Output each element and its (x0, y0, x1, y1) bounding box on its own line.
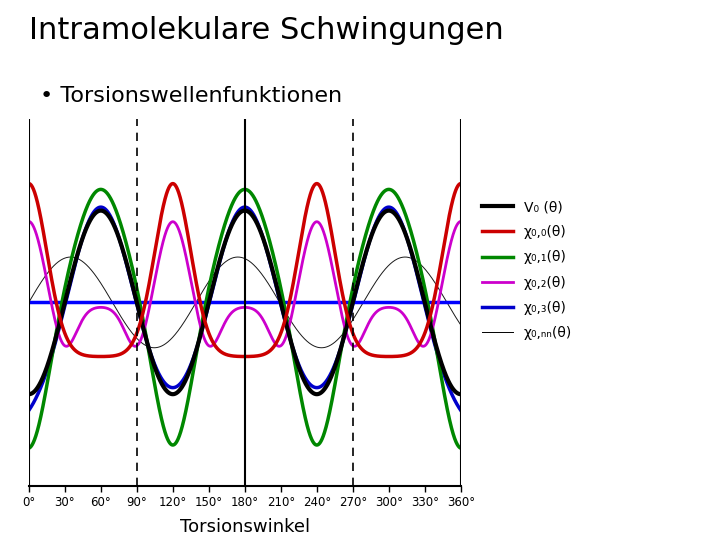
Text: • Torsionswellenfunktionen: • Torsionswellenfunktionen (40, 86, 342, 106)
X-axis label: Torsionswinkel: Torsionswinkel (180, 518, 310, 536)
Text: Intramolekulare Schwingungen: Intramolekulare Schwingungen (29, 16, 503, 45)
Legend: V₀ (θ), χ₀,₀(θ), χ₀,₁(θ), χ₀,₂(θ), χ₀,₃(θ), χ₀,ₙₙ(θ): V₀ (θ), χ₀,₀(θ), χ₀,₁(θ), χ₀,₂(θ), χ₀,₃(… (482, 200, 572, 340)
